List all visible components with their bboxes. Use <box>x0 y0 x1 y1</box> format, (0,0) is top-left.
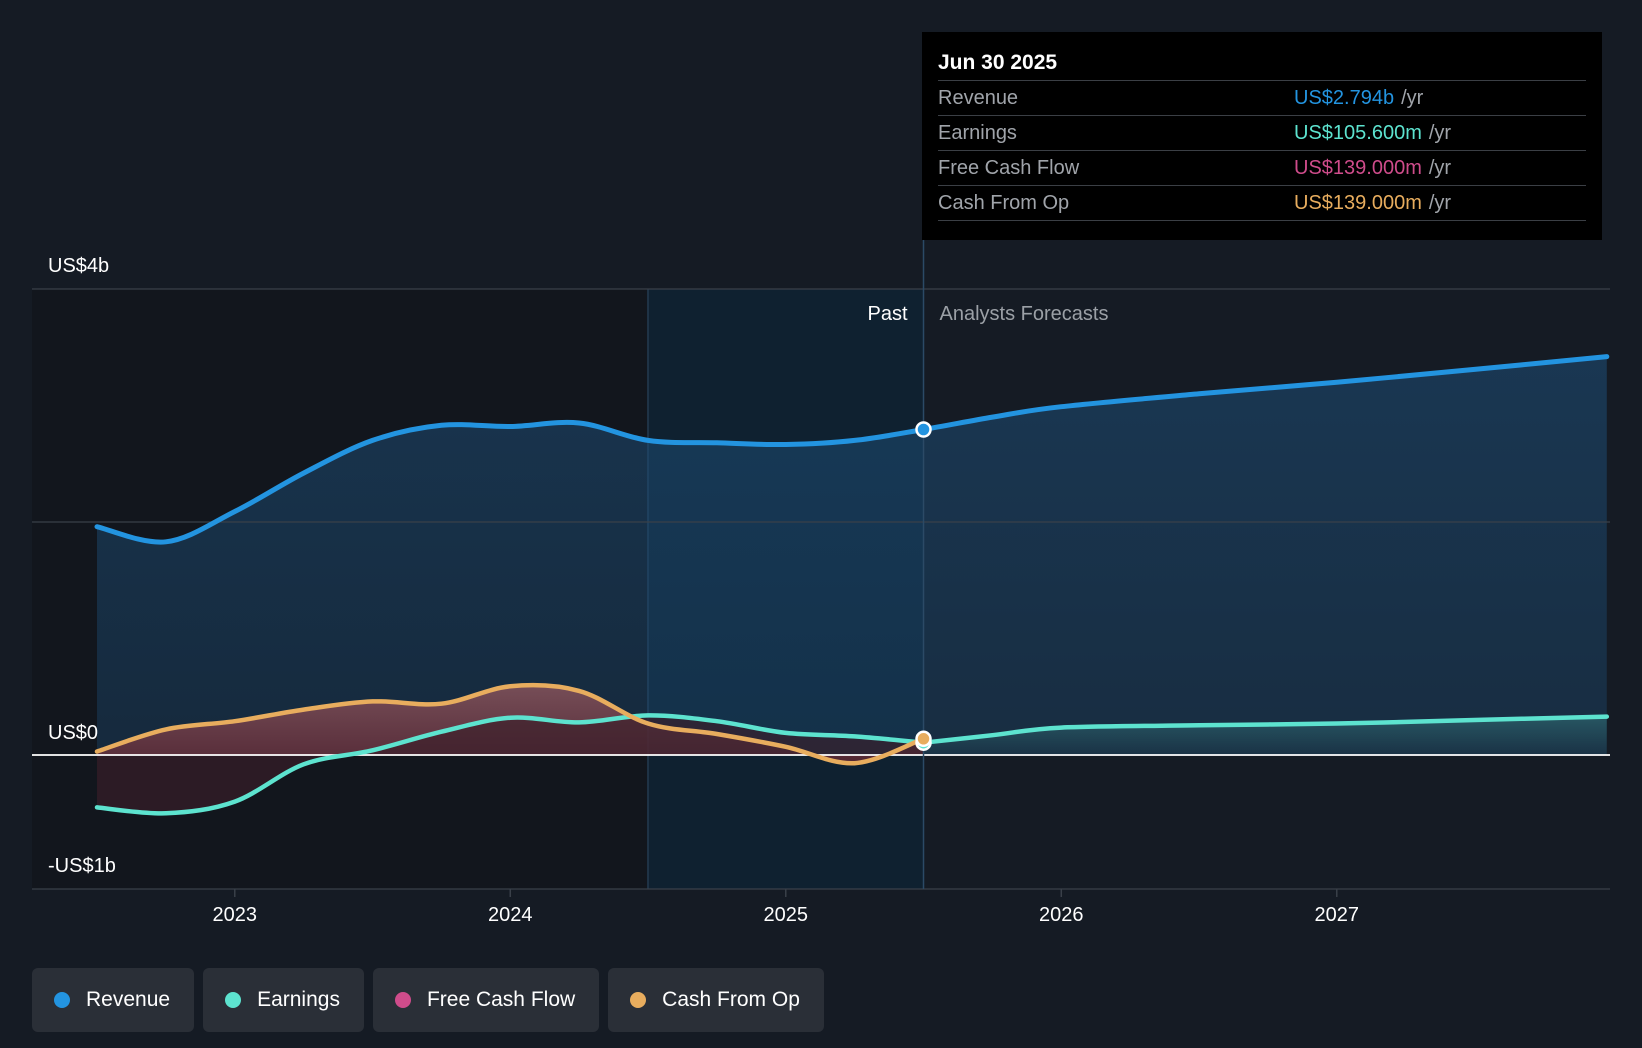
tooltip-unit: /yr <box>1428 192 1452 214</box>
y-label-bottom: -US$1b <box>48 855 116 877</box>
legend-label: Revenue <box>86 988 171 1011</box>
legend-label: Free Cash Flow <box>426 988 576 1011</box>
y-label-zero: US$0 <box>48 722 98 744</box>
legend-item-cash-from-op[interactable]: Cash From Op <box>608 968 824 1032</box>
x-tick-label: 2026 <box>1039 904 1084 926</box>
tooltip-row-revenue: Revenue US$2.794b /yr <box>938 80 1586 115</box>
tooltip-label: Earnings <box>938 122 1017 144</box>
tooltip-date: Jun 30 2025 <box>938 51 1058 74</box>
y-label-top: US$4b <box>48 255 109 277</box>
x-tick-label: 2027 <box>1315 904 1360 926</box>
cash-from-op-marker <box>915 730 932 748</box>
tooltip: Jun 30 2025 Revenue US$2.794b /yr Earnin… <box>922 32 1602 240</box>
earnings-negative-area <box>97 715 924 814</box>
tooltip-value: US$105.600m <box>1294 122 1422 144</box>
tooltip-row-earnings: Earnings US$105.600m /yr <box>938 115 1586 150</box>
x-tick-label: 2024 <box>488 904 533 926</box>
tooltip-value: US$139.000m <box>1294 157 1422 179</box>
legend-dot-icon <box>630 992 647 1008</box>
earnings-line <box>94 713 926 816</box>
tooltip-unit: /yr <box>1428 122 1452 144</box>
tooltip-unit: /yr <box>1428 157 1452 179</box>
tooltip-unit: /yr <box>1401 87 1424 109</box>
earnings-forecast-area <box>923 716 1607 755</box>
legend-item-earnings[interactable]: Earnings <box>203 968 364 1032</box>
revenue-marker <box>915 421 932 438</box>
tooltip-label: Revenue <box>938 87 1019 109</box>
legend-label: Earnings <box>257 988 340 1011</box>
legend-dot-icon <box>54 992 70 1008</box>
earnings-forecast-line <box>921 714 1610 745</box>
tooltip-label: Free Cash Flow <box>938 157 1080 179</box>
legend-dot-icon <box>225 992 242 1008</box>
tooltip-value: US$139.000m <box>1294 192 1422 214</box>
tooltip-value: US$2.794b <box>1294 87 1395 109</box>
legend-item-free-cash-flow[interactable]: Free Cash Flow <box>372 968 600 1032</box>
x-tick-label: 2025 <box>764 904 809 926</box>
tooltip-label: Cash From Op <box>938 192 1070 214</box>
legend-label: Cash From Op <box>662 988 800 1011</box>
tooltip-row-cash-from-op: Cash From Op US$139.000m /yr <box>938 185 1586 221</box>
cash-from-op-line <box>94 682 926 766</box>
revenue-line <box>94 354 1610 545</box>
legend: Revenue Earnings Free Cash Flow Cash Fro… <box>32 968 824 1032</box>
legend-item-revenue[interactable]: Revenue <box>32 968 195 1032</box>
revenue-area <box>97 356 1607 755</box>
tooltip-row-free-cash-flow: Free Cash Flow US$139.000m /yr <box>938 150 1586 185</box>
x-tick-label: 2023 <box>213 904 258 926</box>
forecast-label: Analysts Forecasts <box>940 303 1109 325</box>
legend-dot-icon <box>394 992 411 1008</box>
past-label: Past <box>867 303 907 325</box>
